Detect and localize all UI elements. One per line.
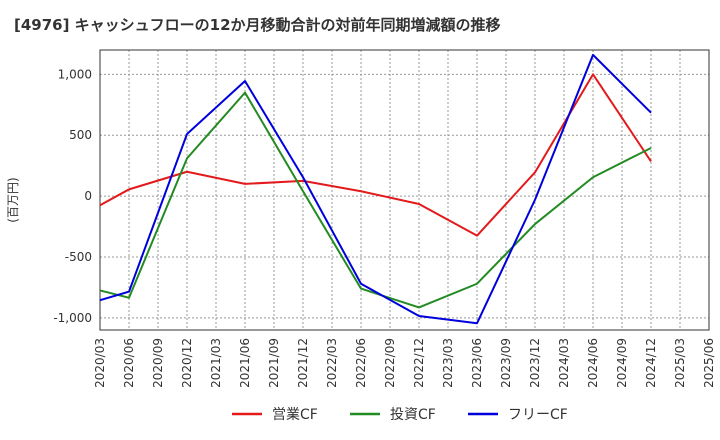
y-tick-label: -500 <box>65 250 92 264</box>
x-tick-label: 2024/12 <box>644 338 658 388</box>
x-axis-ticks: 2020/03 2020/06 2020/09 2020/12 2021/03 2021/… <box>93 338 716 388</box>
y-tick-label: 500 <box>69 128 92 142</box>
y-tick-label: -1,000 <box>53 311 92 325</box>
x-tick-label: 2021/06 <box>238 338 252 388</box>
x-tick-label: 2020/03 <box>93 338 107 388</box>
x-tick-label: 2024/06 <box>586 338 600 388</box>
x-tick-label: 2025/03 <box>673 338 687 388</box>
x-tick-label: 2022/12 <box>412 338 426 388</box>
y-axis-label: (百万円) <box>6 177 20 222</box>
legend-label: フリーCF <box>508 407 568 423</box>
x-tick-label: 2023/09 <box>499 338 513 388</box>
x-tick-label: 2023/03 <box>441 338 455 388</box>
x-tick-label: 2020/06 <box>122 338 136 388</box>
grid <box>100 50 709 330</box>
x-tick-label: 2021/12 <box>296 338 310 388</box>
legend-label: 投資CF <box>390 407 436 423</box>
x-tick-label: 2021/03 <box>209 338 223 388</box>
x-tick-label: 2021/09 <box>267 338 281 388</box>
x-tick-label: 2024/09 <box>615 338 629 388</box>
x-tick-label: 2022/03 <box>325 338 339 388</box>
x-tick-label: 2020/09 <box>151 338 165 388</box>
x-tick-label: 2023/06 <box>470 338 484 388</box>
legend: 営業CF 投資CF フリーCF <box>232 407 568 423</box>
x-tick-label: 2022/09 <box>383 338 397 388</box>
legend-label: 営業CF <box>272 407 318 423</box>
x-tick-label: 2020/12 <box>180 338 194 388</box>
x-tick-label: 2024/03 <box>557 338 571 388</box>
y-tick-label: 0 <box>84 189 92 203</box>
x-tick-label: 2022/06 <box>354 338 368 388</box>
series-line <box>99 73 652 237</box>
x-tick-label: 2023/12 <box>528 338 542 388</box>
x-tick-label: 2025/06 <box>702 338 716 388</box>
series-line <box>99 91 652 309</box>
series-lines <box>99 53 652 325</box>
y-tick-label: 1,000 <box>58 67 92 81</box>
series-line <box>99 53 652 325</box>
plot-frame <box>99 49 710 331</box>
chart-title: [4976] キャッシュフローの12か月移動合計の対前年同期増減額の推移 <box>14 16 501 34</box>
y-axis-ticks: 1,000 500 0 -500 -1,000 <box>53 67 92 324</box>
